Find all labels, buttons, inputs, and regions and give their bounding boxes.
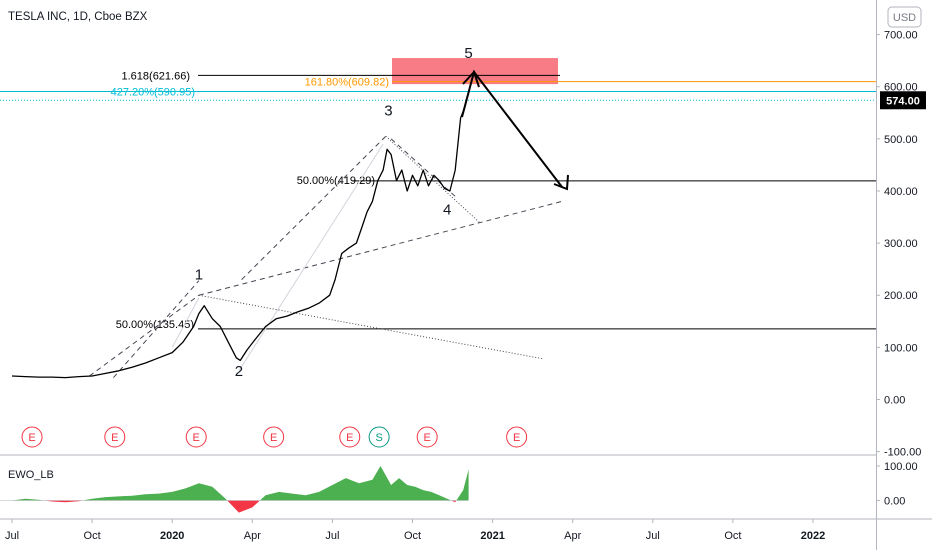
fib-level-label: 50.00%(419.29) bbox=[297, 175, 375, 187]
time-tick-label: 2020 bbox=[160, 530, 184, 542]
event-marker[interactable] bbox=[506, 426, 528, 448]
wave-label[interactable]: 3 bbox=[384, 102, 392, 119]
price-tick-label: 400.00 bbox=[884, 186, 918, 198]
event-marker-label: E bbox=[424, 432, 431, 444]
time-tick-label: Jul bbox=[646, 530, 660, 542]
event-marker[interactable] bbox=[339, 426, 361, 448]
arrow-head-down bbox=[553, 174, 569, 191]
event-marker-label: E bbox=[28, 432, 35, 444]
event-marker-label: E bbox=[513, 432, 520, 444]
event-marker-label: E bbox=[346, 432, 353, 444]
event-marker[interactable] bbox=[21, 426, 43, 448]
ewo-negative-area[interactable] bbox=[12, 466, 469, 513]
arrow-head-up bbox=[462, 70, 480, 88]
indicator-title[interactable]: EWO_LB bbox=[8, 469, 54, 481]
wave-label[interactable]: 5 bbox=[464, 45, 472, 62]
currency-button[interactable]: USD bbox=[887, 6, 922, 28]
time-tick-label: Oct bbox=[724, 530, 741, 542]
wave-label[interactable]: 4 bbox=[443, 201, 451, 218]
price-series[interactable] bbox=[11, 96, 468, 379]
wave-label[interactable]: 1 bbox=[195, 267, 203, 284]
event-marker[interactable] bbox=[263, 426, 285, 448]
event-marker[interactable] bbox=[368, 426, 390, 448]
ewo-tick-label: 100.00 bbox=[884, 461, 918, 473]
price-tick-label: -100.00 bbox=[884, 447, 921, 459]
trend-line[interactable] bbox=[241, 135, 387, 280]
event-marker-label: E bbox=[193, 432, 200, 444]
time-tick-label: Jul bbox=[5, 530, 19, 542]
fib-baseline[interactable] bbox=[238, 143, 384, 372]
fib-baseline[interactable] bbox=[171, 297, 200, 348]
time-tick-label: Apr bbox=[564, 530, 581, 542]
price-tick-label: 500.00 bbox=[884, 134, 918, 146]
event-marker-label: E bbox=[111, 432, 118, 444]
event-marker[interactable] bbox=[185, 426, 207, 448]
ewo-positive-area[interactable] bbox=[12, 466, 469, 513]
last-price-value: 574.00 bbox=[886, 95, 920, 107]
price-tick-label: 100.00 bbox=[884, 342, 918, 354]
trend-line[interactable] bbox=[113, 280, 200, 378]
price-tick-label: 700.00 bbox=[884, 30, 918, 42]
wave-label[interactable]: 2 bbox=[235, 363, 243, 380]
event-marker[interactable] bbox=[104, 426, 126, 448]
last-price-badge bbox=[880, 91, 926, 110]
fib-level-label: 427.20%(590.95) bbox=[111, 86, 195, 98]
fib-level-label: 161.80%(609.82) bbox=[305, 77, 389, 89]
price-tick-label: 300.00 bbox=[884, 238, 918, 250]
price-tick-label: 200.00 bbox=[884, 290, 918, 302]
trend-line[interactable] bbox=[89, 294, 200, 377]
time-tick-label: Oct bbox=[404, 530, 421, 542]
event-marker-label: E bbox=[270, 432, 277, 444]
event-marker-label: S bbox=[375, 432, 382, 444]
ewo-tick-label: 0.00 bbox=[884, 496, 905, 508]
price-tick-label: 0.00 bbox=[884, 395, 905, 407]
time-tick-label: Oct bbox=[84, 530, 101, 542]
trend-line[interactable] bbox=[198, 294, 544, 360]
time-tick-label: 2021 bbox=[480, 530, 504, 542]
time-tick-label: Jul bbox=[325, 530, 339, 542]
event-marker[interactable] bbox=[416, 426, 438, 448]
fib-level-label: 1.618(621.66) bbox=[122, 70, 191, 82]
symbol-title[interactable]: TESLA INC, 1D, Cboe BZX bbox=[8, 11, 148, 23]
price-tick-label: 600.00 bbox=[884, 82, 918, 94]
fib-level-label: 50.00%(135.45) bbox=[116, 319, 194, 331]
time-tick-label: 2022 bbox=[801, 530, 825, 542]
time-tick-label: Apr bbox=[244, 530, 261, 542]
target-zone[interactable] bbox=[392, 58, 558, 85]
currency-label: USD bbox=[893, 12, 916, 24]
